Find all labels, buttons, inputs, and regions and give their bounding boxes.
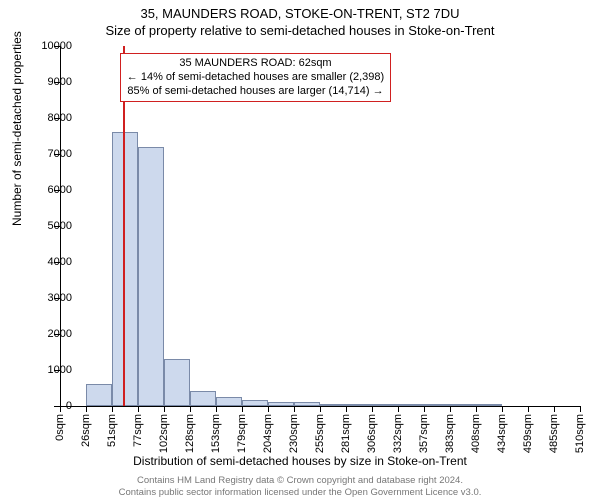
- x-tick-label: 255sqm: [314, 414, 326, 453]
- y-axis-label: Number of semi-detached properties: [10, 31, 24, 226]
- footer-line2: Contains public sector information licen…: [0, 487, 600, 498]
- x-tick-label: 408sqm: [470, 414, 482, 453]
- chart-title-subtitle: Size of property relative to semi-detach…: [0, 21, 600, 42]
- histogram-bar: [190, 391, 216, 406]
- x-tick-label: 179sqm: [236, 414, 248, 453]
- y-tick-label: 6000: [22, 184, 72, 196]
- y-tick-label: 0: [22, 400, 72, 412]
- footer-attribution: Contains HM Land Registry data © Crown c…: [0, 475, 600, 498]
- histogram-bar: [164, 359, 190, 406]
- histogram-bar: [138, 147, 164, 406]
- x-tick-label: 459sqm: [522, 414, 534, 453]
- x-tick-label: 383sqm: [444, 414, 456, 453]
- annotation-line: 85% of semi-detached houses are larger (…: [127, 85, 384, 99]
- x-axis: [60, 406, 580, 407]
- x-tick-label: 434sqm: [496, 414, 508, 453]
- x-tick-label: 26sqm: [80, 414, 92, 447]
- x-tick-label: 153sqm: [210, 414, 222, 453]
- x-tick-label: 485sqm: [548, 414, 560, 453]
- x-tick-label: 102sqm: [158, 414, 170, 453]
- plot-area: 0sqm26sqm51sqm77sqm102sqm128sqm153sqm179…: [60, 46, 580, 406]
- footer-line1: Contains HM Land Registry data © Crown c…: [0, 475, 600, 486]
- y-tick-label: 1000: [22, 364, 72, 376]
- annotation-line: 35 MAUNDERS ROAD: 62sqm: [127, 57, 384, 71]
- x-tick-label: 510sqm: [574, 414, 586, 453]
- x-tick-label: 357sqm: [418, 414, 430, 453]
- histogram-bar: [216, 397, 242, 406]
- annotation-box: 35 MAUNDERS ROAD: 62sqm← 14% of semi-det…: [120, 53, 391, 102]
- x-tick-label: 230sqm: [288, 414, 300, 453]
- y-tick-label: 5000: [22, 220, 72, 232]
- chart-container: 35, MAUNDERS ROAD, STOKE-ON-TRENT, ST2 7…: [0, 0, 600, 500]
- x-tick: [580, 406, 581, 412]
- chart-title-address: 35, MAUNDERS ROAD, STOKE-ON-TRENT, ST2 7…: [0, 0, 600, 21]
- histogram-bar: [86, 384, 112, 406]
- x-tick-label: 332sqm: [392, 414, 404, 453]
- x-axis-label: Distribution of semi-detached houses by …: [0, 454, 600, 468]
- y-tick-label: 2000: [22, 328, 72, 340]
- x-tick-label: 0sqm: [54, 414, 66, 441]
- y-tick-label: 9000: [22, 76, 72, 88]
- y-tick-label: 10000: [22, 40, 72, 52]
- annotation-line: ← 14% of semi-detached houses are smalle…: [127, 71, 384, 85]
- x-tick-label: 51sqm: [106, 414, 118, 447]
- x-tick-label: 128sqm: [184, 414, 196, 453]
- x-tick-label: 204sqm: [262, 414, 274, 453]
- y-tick-label: 3000: [22, 292, 72, 304]
- x-tick-label: 77sqm: [132, 414, 144, 447]
- x-tick-label: 281sqm: [340, 414, 352, 453]
- y-tick-label: 4000: [22, 256, 72, 268]
- y-tick-label: 7000: [22, 148, 72, 160]
- x-tick-label: 306sqm: [366, 414, 378, 453]
- y-tick-label: 8000: [22, 112, 72, 124]
